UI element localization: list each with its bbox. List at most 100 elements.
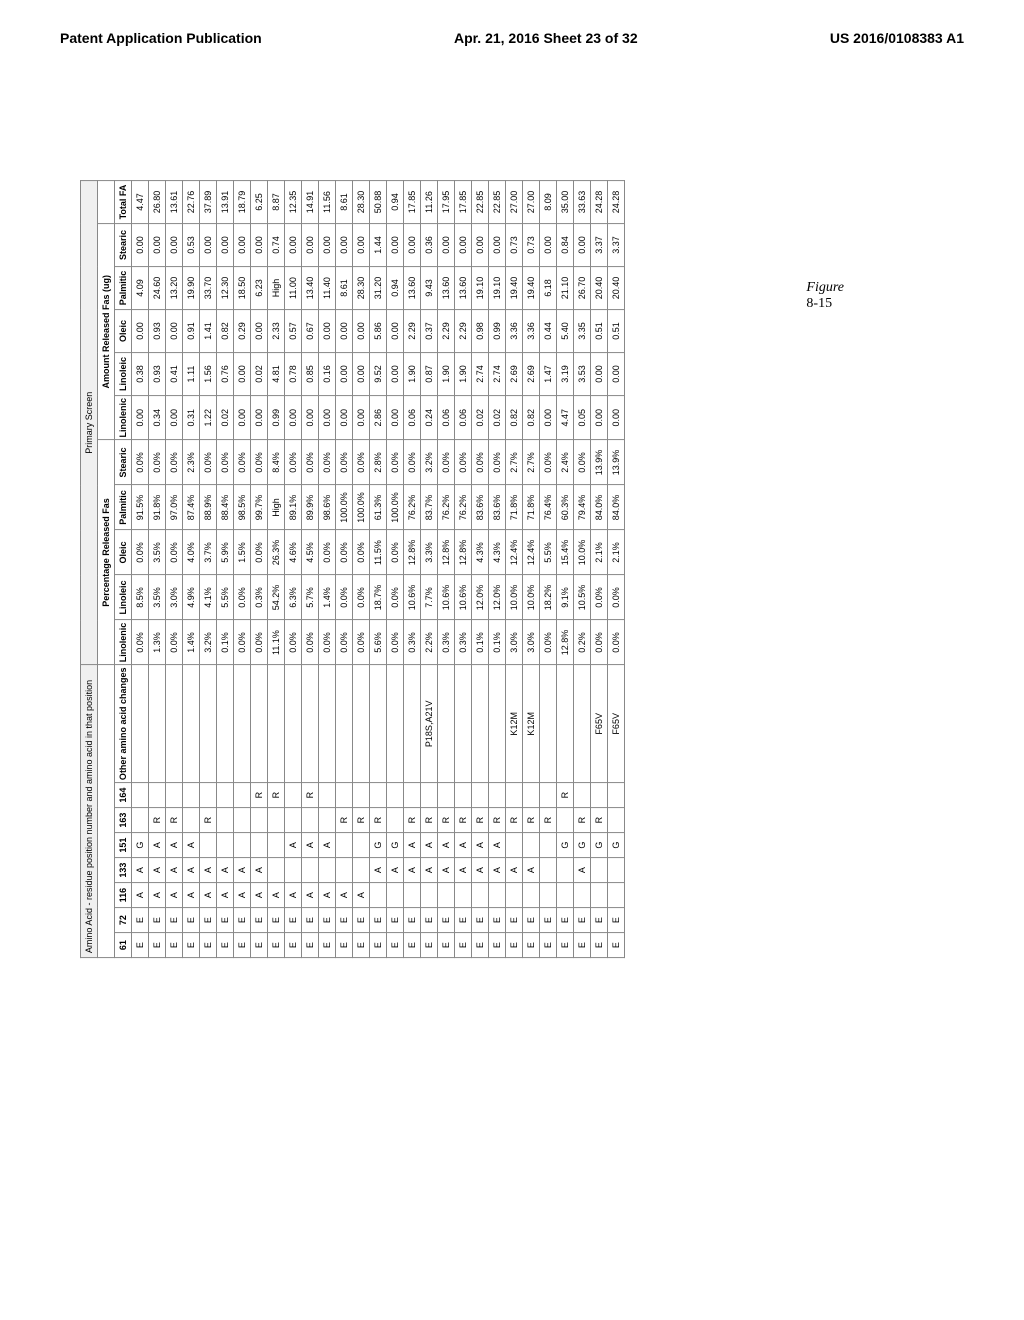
cell-amino: E	[506, 933, 523, 958]
cell-amt: 0.00	[251, 396, 268, 441]
cell-pct: 0.0%	[336, 620, 353, 665]
cell-pct: 0.0%	[166, 440, 183, 485]
cell-pct: 0.0%	[319, 530, 336, 575]
cell-pct: 2.8%	[370, 440, 387, 485]
cell-amt: 0.99	[268, 396, 285, 441]
cell-amt: 0.73	[506, 224, 523, 267]
cell-amino: E	[132, 908, 149, 933]
col-header-amt: Palmitic	[115, 267, 132, 310]
cell-total: 13.91	[217, 181, 234, 224]
cell-amino	[557, 808, 574, 833]
cell-pct: 5.6%	[370, 620, 387, 665]
table-row: EER0.0%18.2%5.5%76.4%0.0%0.001.470.446.1…	[540, 181, 557, 958]
cell-amino: E	[472, 908, 489, 933]
cell-amino	[540, 883, 557, 908]
cell-amino: A	[353, 883, 370, 908]
cell-pct: 98.5%	[234, 485, 251, 530]
table-row: EEARK12M3.0%10.0%12.4%71.8%2.7%0.822.693…	[506, 181, 523, 958]
cell-amino: A	[132, 883, 149, 908]
cell-pct: 12.8%	[455, 530, 472, 575]
cell-amt: 0.76	[217, 353, 234, 396]
cell-amino	[268, 833, 285, 858]
cell-pct: 54.2%	[268, 575, 285, 620]
col-header-amino: Other amino acid changes	[115, 665, 132, 783]
cell-amino	[234, 665, 251, 783]
cell-amino: E	[149, 908, 166, 933]
cell-pct: 0.0%	[608, 575, 625, 620]
cell-amino	[472, 883, 489, 908]
cell-amino: F65V	[591, 665, 608, 783]
cell-amt: 0.00	[574, 224, 591, 267]
cell-amt: 0.16	[319, 353, 336, 396]
content-area: Amino Acid - residue position number and…	[80, 180, 940, 1180]
col-header-pct: Palmitic	[115, 485, 132, 530]
cell-amino: E	[489, 908, 506, 933]
cell-pct: 76.2%	[455, 485, 472, 530]
col-header-amino: 164	[115, 783, 132, 808]
cell-amino: E	[217, 933, 234, 958]
cell-pct: 60.3%	[557, 485, 574, 530]
cell-pct: 79.4%	[574, 485, 591, 530]
cell-amino	[472, 665, 489, 783]
table-row: EEAAR0.1%12.0%4.3%83.6%0.0%0.022.740.981…	[472, 181, 489, 958]
cell-amino	[268, 808, 285, 833]
cell-pct: 0.0%	[353, 575, 370, 620]
cell-amino	[183, 665, 200, 783]
cell-amino: A	[455, 833, 472, 858]
cell-pct: 71.8%	[506, 485, 523, 530]
cell-amino	[166, 783, 183, 808]
cell-amt: 0.00	[336, 224, 353, 267]
cell-pct: 0.1%	[217, 620, 234, 665]
cell-pct: 10.5%	[574, 575, 591, 620]
cell-amino	[557, 883, 574, 908]
cell-amino	[608, 883, 625, 908]
cell-amino: A	[319, 883, 336, 908]
cell-amino: E	[574, 933, 591, 958]
cell-pct: 12.0%	[472, 575, 489, 620]
cell-amt: 0.82	[523, 396, 540, 441]
cell-pct: 0.1%	[489, 620, 506, 665]
cell-amino: A	[404, 858, 421, 883]
col-header-pct: Linoleic	[115, 575, 132, 620]
cell-total: 17.85	[455, 181, 472, 224]
cell-pct: 2.7%	[523, 440, 540, 485]
cell-amino	[557, 858, 574, 883]
cell-pct: 0.0%	[540, 440, 557, 485]
col-header-pct: Stearic	[115, 440, 132, 485]
cell-pct: 61.3%	[370, 485, 387, 530]
col-header-amino: 151	[115, 833, 132, 858]
cell-amino: E	[455, 908, 472, 933]
cell-pct: 0.0%	[285, 440, 302, 485]
cell-amino	[132, 665, 149, 783]
cell-pct: 1.5%	[234, 530, 251, 575]
cell-amino	[557, 665, 574, 783]
table-row: EEAA0.0%6.3%4.6%89.1%0.0%0.000.780.5711.…	[285, 181, 302, 958]
cell-amt: 3.37	[591, 224, 608, 267]
cell-total: 17.85	[404, 181, 421, 224]
cell-pct: 6.3%	[285, 575, 302, 620]
col-header-amino: 163	[115, 808, 132, 833]
cell-amino	[200, 665, 217, 783]
cell-pct: 10.6%	[404, 575, 421, 620]
table-row: EEAAG0.0%8.5%0.0%91.5%0.0%0.000.380.004.…	[132, 181, 149, 958]
cell-amino: R	[353, 808, 370, 833]
cell-amt: 13.60	[438, 267, 455, 310]
cell-total: 18.79	[234, 181, 251, 224]
table-row: EEGF65V0.0%0.0%2.1%84.0%13.9%0.000.000.5…	[608, 181, 625, 958]
header-right: US 2016/0108383 A1	[830, 30, 964, 46]
cell-amino: A	[438, 858, 455, 883]
cell-amt: 0.05	[574, 396, 591, 441]
cell-amt: 0.00	[404, 224, 421, 267]
cell-amino: E	[370, 908, 387, 933]
cell-pct: 11.1%	[268, 620, 285, 665]
cell-amino: A	[251, 858, 268, 883]
cell-amino: E	[234, 908, 251, 933]
cell-amt: 0.82	[506, 396, 523, 441]
cell-amt: 1.22	[200, 396, 217, 441]
cell-amino	[285, 783, 302, 808]
cell-total: 24.28	[608, 181, 625, 224]
cell-pct: 4.5%	[302, 530, 319, 575]
cell-pct: 0.0%	[387, 530, 404, 575]
col-header-amt: Stearic	[115, 224, 132, 267]
cell-amino: E	[404, 908, 421, 933]
